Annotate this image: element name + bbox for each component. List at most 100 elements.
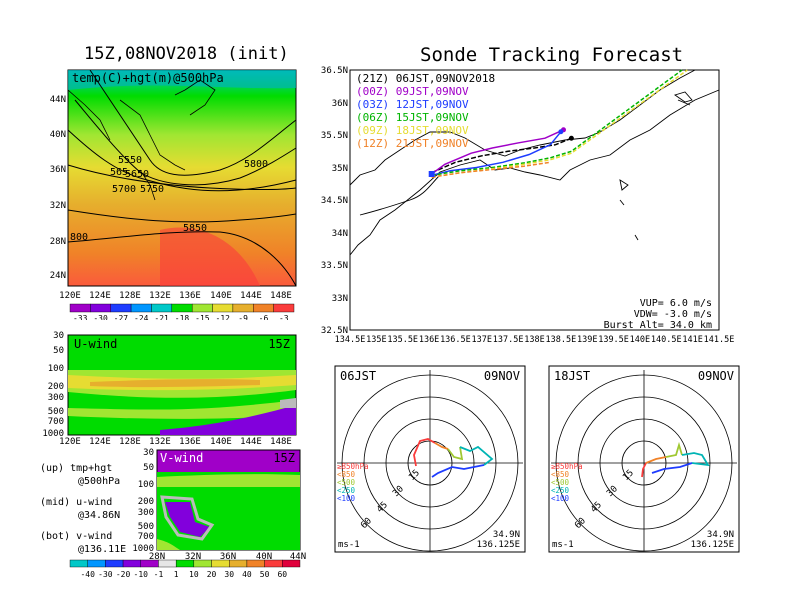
main-title: Sonde Tracking Forecast: [420, 44, 684, 66]
svg-text:VUP= 6.0 m/s: VUP= 6.0 m/s: [640, 298, 712, 309]
svg-text:VDW= -3.0 m/s: VDW= -3.0 m/s: [634, 309, 712, 320]
svg-text:(00Z) 09JST,09NOV: (00Z) 09JST,09NOV: [356, 85, 469, 98]
svg-text:32.5N: 32.5N: [321, 326, 348, 336]
colorbar-swatch: [273, 303, 295, 313]
colorbar-swatch: [171, 303, 193, 313]
uwind-p-ticks: 30 50 100 200 300 500 700 1000: [42, 331, 64, 439]
track-series: [431, 131, 562, 177]
track-legend: (21Z) 06JST,09NOV2018 (00Z) 09JST,09NOV …: [356, 72, 495, 150]
svg-text:500: 500: [48, 407, 64, 417]
hodo-trace: [459, 445, 494, 466]
svg-text:(06Z) 15JST,09NOV: (06Z) 15JST,09NOV: [356, 111, 469, 124]
track-lon-tick: 138E: [524, 335, 544, 345]
left-title: 15Z,08NOV2018 (init): [84, 44, 289, 64]
svg-text:36.5N: 36.5N: [321, 66, 348, 76]
svg-text:1000: 1000: [132, 544, 154, 554]
hodo-level: <850: [551, 470, 570, 479]
track-lat-ticks: 36.5N 36N 35.5N 35N 34.5N 34N 33.5N 33N …: [321, 66, 348, 336]
hodo-level: <250: [337, 486, 356, 495]
svg-text:144E: 144E: [240, 437, 262, 445]
legend-up1: (up) tmp+hgt: [40, 463, 113, 474]
svg-text:28N: 28N: [50, 237, 66, 247]
hodo-trace: [434, 442, 449, 450]
svg-text:34N: 34N: [332, 229, 348, 239]
svg-text:28N: 28N: [149, 552, 165, 562]
hodo-trace: [431, 464, 485, 478]
launch-marker: [428, 171, 435, 177]
colorbar-tick: -12: [216, 314, 231, 320]
svg-text:33N: 33N: [332, 294, 348, 304]
svg-text:40N: 40N: [256, 552, 272, 562]
colorbar-tick: 60: [277, 570, 287, 579]
hodo-trace: [641, 462, 647, 478]
track-lon-tick: 135.5E: [387, 335, 418, 345]
track-lon-tick: 136.5E: [440, 335, 471, 345]
track-lon-tick: 137E: [472, 335, 492, 345]
colorbar-tick: -10: [134, 570, 149, 579]
svg-text:128E: 128E: [119, 437, 141, 445]
svg-text:44N: 44N: [50, 95, 66, 105]
hodo-level: <100: [551, 494, 570, 503]
svg-text:50: 50: [143, 463, 154, 473]
svg-text:300: 300: [138, 508, 154, 518]
colorbar-tick: 1: [174, 570, 179, 579]
svg-text:44N: 44N: [290, 552, 306, 562]
hodo-level: ≥850hPa: [337, 462, 369, 471]
uwind-time: 15Z: [268, 337, 290, 351]
svg-text:34.5N: 34.5N: [321, 196, 348, 206]
uwind-panel: U-wind 15Z 30 50 100 200 300 500 700 100…: [42, 331, 297, 445]
track-end-point: [568, 135, 574, 141]
hodo-trace: [413, 438, 436, 467]
colorbar-tick: 20: [207, 570, 217, 579]
hodo-date: 09NOV: [698, 369, 734, 383]
svg-text:800: 800: [70, 232, 88, 243]
colorbar-swatch: [175, 559, 195, 568]
panel-legend: (up) tmp+hgt @500hPa (mid) u-wind @34.86…: [40, 462, 126, 556]
track-series: [431, 161, 551, 178]
colorbar-swatch: [246, 559, 265, 568]
svg-text:50: 50: [53, 346, 64, 356]
svg-text:36N: 36N: [332, 99, 348, 109]
svg-text:Burst Alt= 34.0 km: Burst Alt= 34.0 km: [604, 320, 712, 331]
track-lon-tick: 140.5E: [651, 335, 682, 345]
colorbar-tick: 50: [260, 570, 270, 579]
hodo-lon: 136.125E: [691, 540, 734, 550]
svg-text:(09Z) 18JST,09NOV: (09Z) 18JST,09NOV: [356, 124, 469, 137]
colorbar-swatch: [211, 559, 230, 568]
track-lon-tick: 139E: [577, 335, 597, 345]
svg-text:33.5N: 33.5N: [321, 261, 348, 271]
track-lon-ticks: 134.5E 135E 135.5E 136E 136.5E 137E 137.5E 138E…: [335, 335, 735, 345]
map500-lat-ticks: 44N 40N 36N 32N 28N 24N: [50, 95, 66, 281]
map500-panel: temp(C)+hgt(m)@500hPa 5550 565 5650 5700…: [50, 69, 297, 320]
colorbar-swatch: [253, 303, 274, 313]
svg-text:200: 200: [138, 497, 154, 507]
vwind-time: 15Z: [273, 451, 295, 465]
hodo-level: <500: [551, 478, 570, 487]
colorbar-swatch: [158, 559, 177, 568]
svg-text:700: 700: [48, 417, 64, 427]
colorbar-tick: -9: [238, 314, 248, 320]
svg-text:1000: 1000: [42, 429, 64, 439]
hodo-time: 06JST: [340, 369, 376, 383]
colorbar-swatch: [191, 303, 213, 313]
vwind-lat-ticks: 28N 32N 36N 40N 44N: [149, 552, 306, 562]
track-map-coastline: [349, 69, 720, 256]
track-series: [431, 129, 564, 175]
svg-text:30: 30: [53, 331, 64, 341]
svg-text:120E: 120E: [59, 291, 81, 301]
colorbar-tick: -33: [73, 314, 88, 320]
colorbar-swatch: [110, 303, 132, 313]
svg-text:5650: 5650: [125, 169, 149, 180]
track-lon-tick: 140E: [630, 335, 650, 345]
colorbar-tick: -21: [154, 314, 169, 320]
hodo-trace: [665, 441, 683, 458]
hodo-date: 09NOV: [484, 369, 520, 383]
colorbar-swatch: [229, 559, 248, 568]
svg-text:700: 700: [138, 532, 154, 542]
svg-text:100: 100: [138, 480, 154, 490]
hodograph-left: 06JST 09NOV15304560≥850hPa<850<500<250<10…: [334, 365, 526, 553]
svg-text:40N: 40N: [50, 130, 66, 140]
svg-text:300: 300: [48, 393, 64, 403]
svg-text:5800: 5800: [244, 159, 268, 170]
colorbar-tick: -27: [114, 314, 129, 320]
